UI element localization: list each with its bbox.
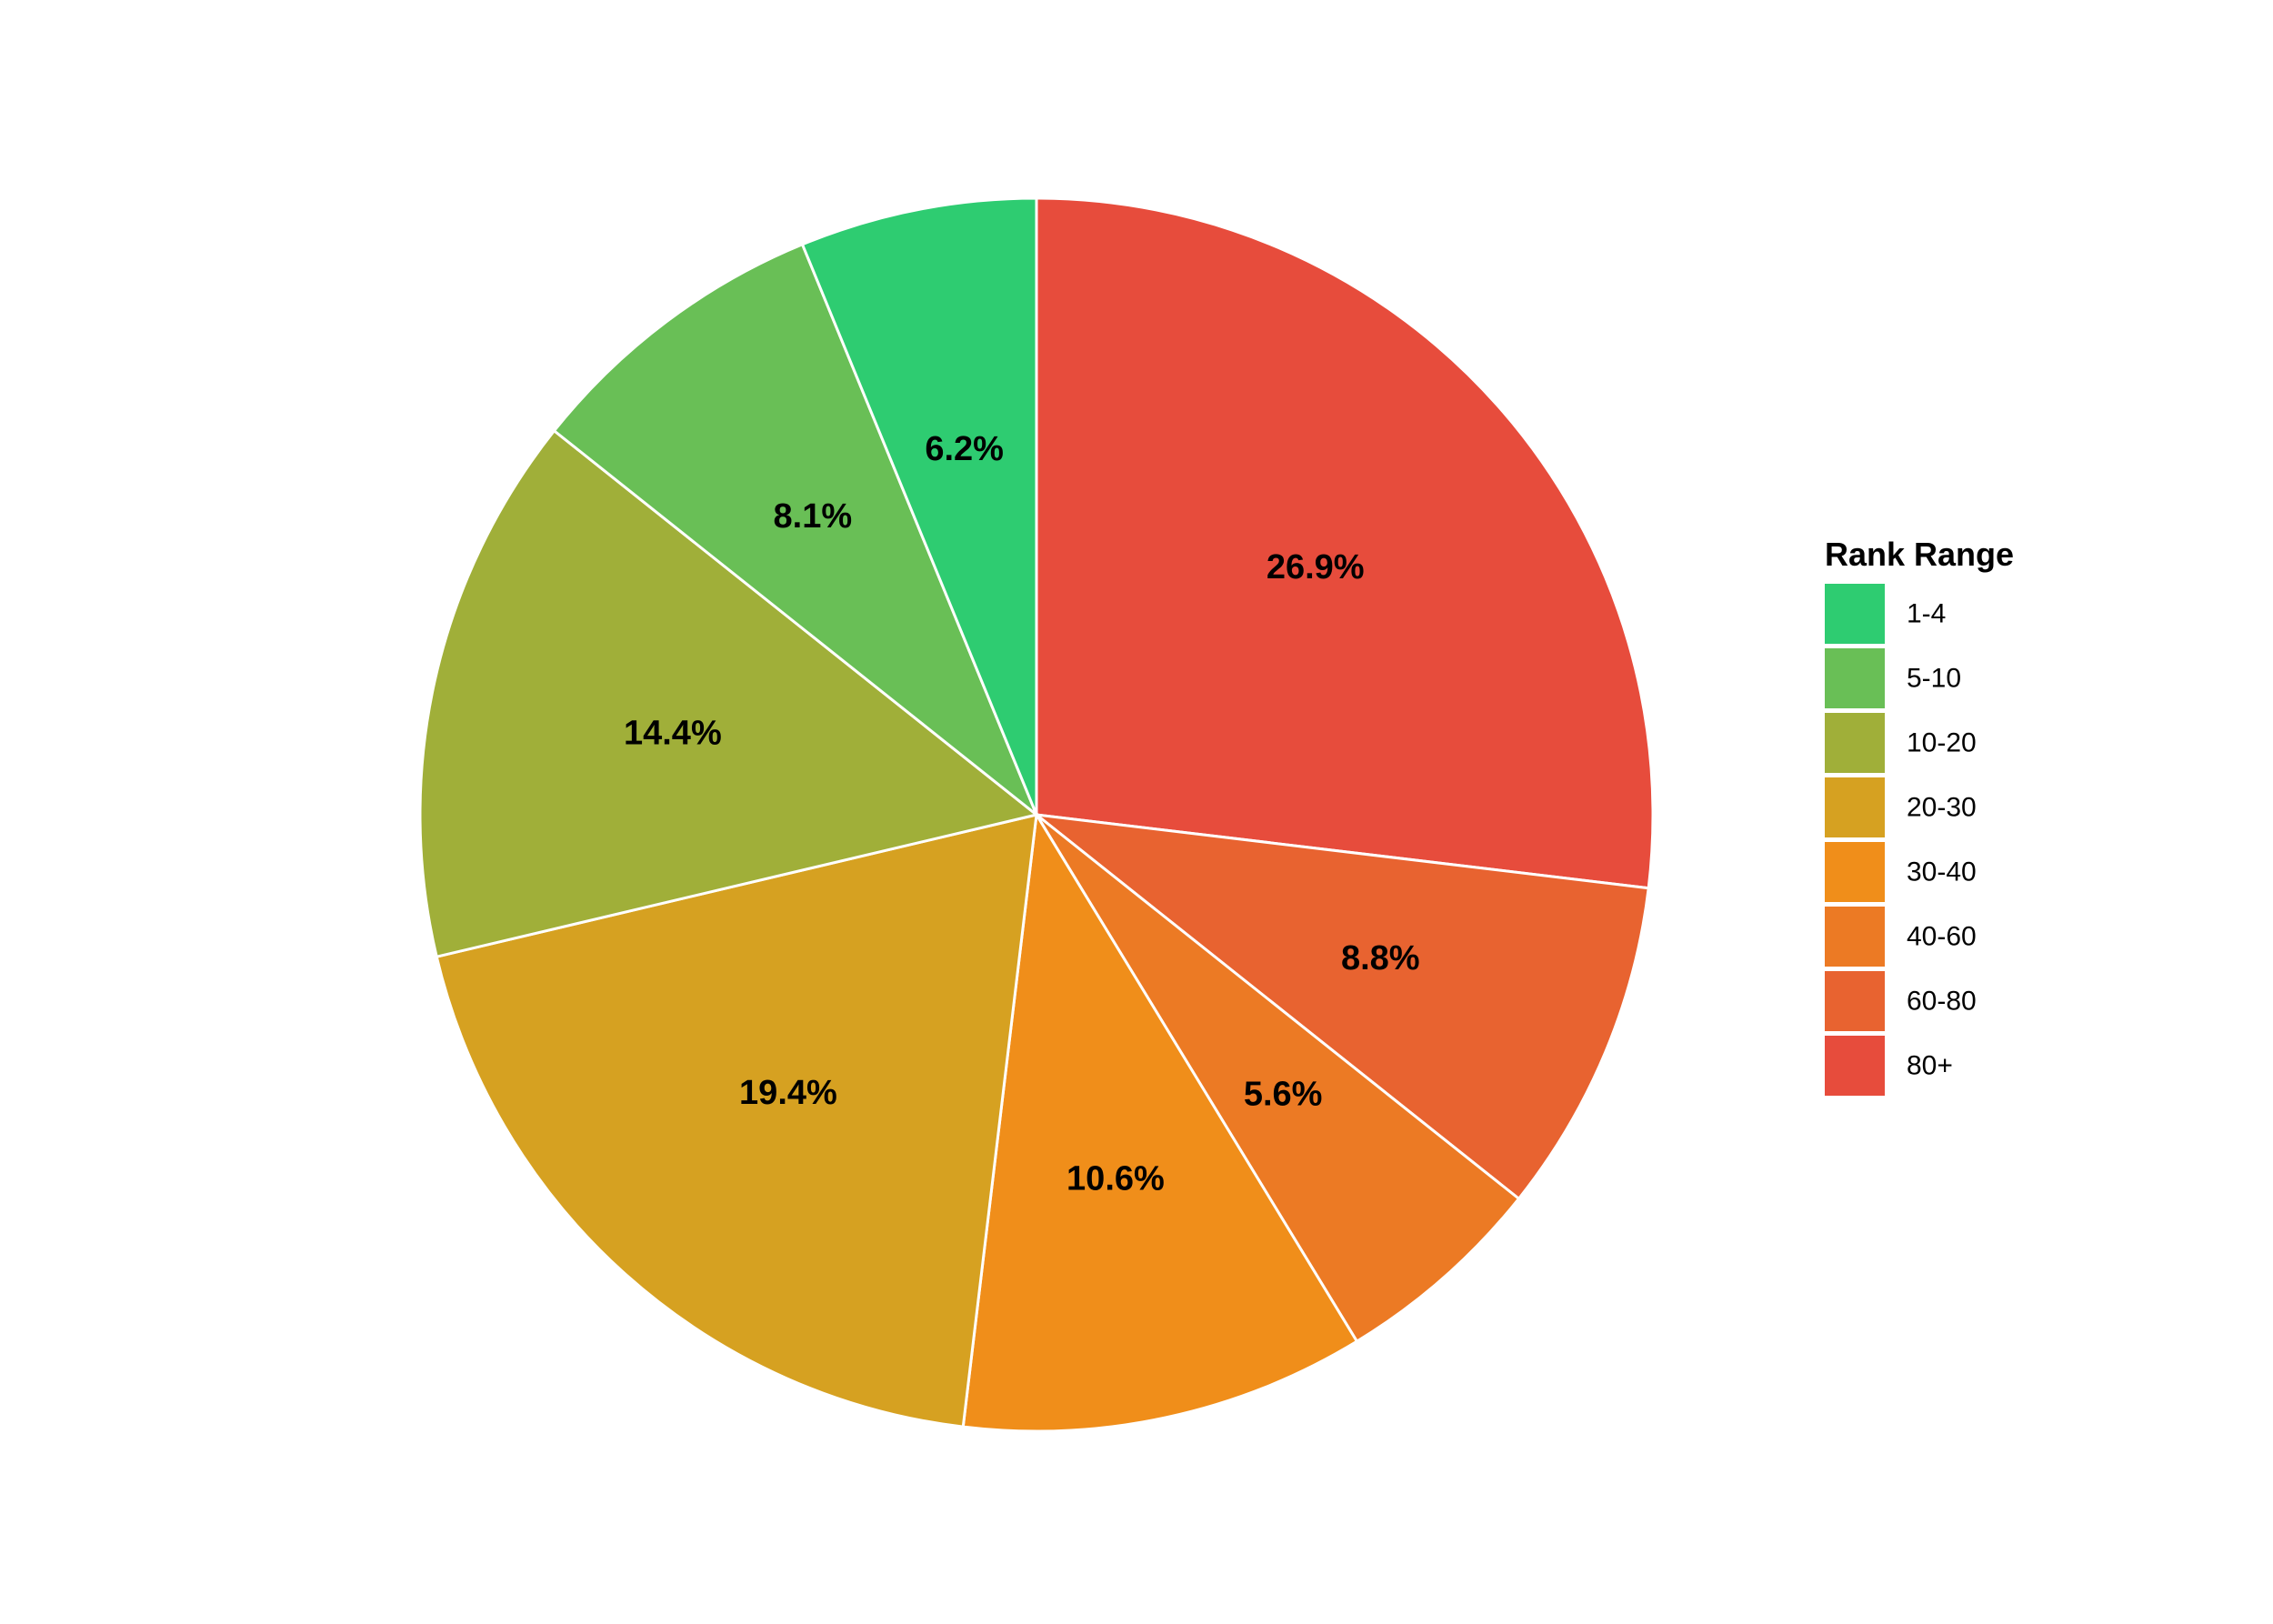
slice-label-1-4: 6.2% xyxy=(925,430,1004,468)
legend-label-1-4: 1-4 xyxy=(1907,599,1946,629)
slice-label-40-60: 5.6% xyxy=(1244,1076,1323,1114)
slice-label-20-30: 19.4% xyxy=(739,1074,837,1112)
pie-slice-1-4 xyxy=(800,196,1038,816)
legend-items: 1-4 5-10 10-20 20-30 30-40 40-60 60-80 80+ xyxy=(1825,584,1977,1096)
legend-label-80+: 80+ xyxy=(1907,1051,1953,1081)
pie-slice-labels: 26.9% 8.8% 5.6% 10.6% 19.4% 14.4% 8.1% 6.2% xyxy=(624,430,1420,1198)
pie-slice-5-10 xyxy=(552,242,1040,819)
legend-swatch-80+ xyxy=(1825,1036,1885,1096)
legend-label-30-40: 30-40 xyxy=(1907,857,1977,887)
pie-slice-80+ xyxy=(1035,196,1655,890)
legend-label-40-60: 40-60 xyxy=(1907,922,1977,952)
pie-slice-10-20 xyxy=(418,428,1040,959)
legend-swatch-30-40 xyxy=(1825,842,1885,902)
legend-swatch-5-10 xyxy=(1825,648,1885,708)
pie-slice-20-30 xyxy=(435,813,1038,1429)
legend-swatch-20-30 xyxy=(1825,777,1885,837)
slice-label-80+: 26.9% xyxy=(1267,548,1365,586)
legend-label-10-20: 10-20 xyxy=(1907,728,1977,758)
pie-slices xyxy=(418,196,1655,1433)
legend: Rank Range 1-4 5-10 10-20 20-30 30-40 40-60 60… xyxy=(1825,536,2014,1096)
pie-slice-60-80 xyxy=(1031,812,1650,1201)
legend-label-20-30: 20-30 xyxy=(1907,793,1977,823)
slice-label-60-80: 8.8% xyxy=(1341,939,1420,977)
pie-slice-30-40 xyxy=(961,810,1359,1433)
slice-label-10-20: 14.4% xyxy=(624,715,722,753)
pie-slice-40-60 xyxy=(1035,813,1521,1344)
legend-title: Rank Range xyxy=(1825,536,2014,573)
legend-swatch-60-80 xyxy=(1825,971,1885,1031)
legend-label-60-80: 60-80 xyxy=(1907,987,1977,1017)
legend-label-5-10: 5-10 xyxy=(1907,664,1961,694)
slice-label-30-40: 10.6% xyxy=(1066,1160,1165,1198)
legend-swatch-10-20 xyxy=(1825,713,1885,773)
slice-label-5-10: 8.1% xyxy=(774,497,853,536)
legend-swatch-40-60 xyxy=(1825,907,1885,967)
legend-swatch-1-4 xyxy=(1825,584,1885,644)
